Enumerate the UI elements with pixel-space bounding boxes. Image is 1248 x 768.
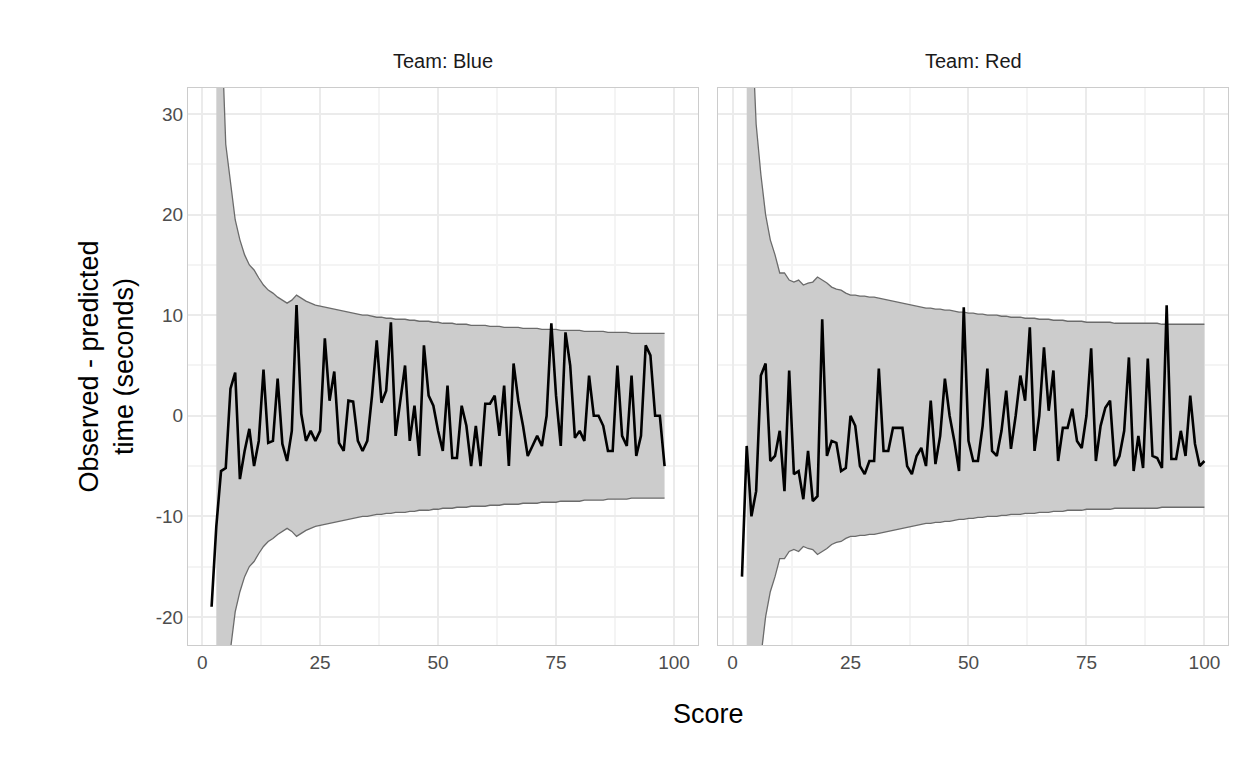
svg-text:75: 75	[1076, 652, 1097, 673]
svg-text:-10: -10	[156, 506, 183, 527]
svg-text:100: 100	[1189, 652, 1221, 673]
svg-text:30: 30	[162, 104, 183, 125]
svg-text:Team: Blue: Team: Blue	[393, 50, 493, 72]
svg-text:Team: Red: Team: Red	[925, 50, 1022, 72]
svg-text:Observed - predictedtime (seco: Observed - predictedtime (seconds)	[74, 240, 139, 492]
svg-text:-20: -20	[156, 607, 183, 628]
svg-text:0: 0	[727, 652, 738, 673]
svg-text:20: 20	[162, 204, 183, 225]
svg-text:25: 25	[310, 652, 331, 673]
svg-text:0: 0	[197, 652, 208, 673]
svg-text:0: 0	[173, 405, 184, 426]
svg-text:50: 50	[958, 652, 979, 673]
svg-text:50: 50	[428, 652, 449, 673]
svg-text:10: 10	[162, 305, 183, 326]
svg-text:100: 100	[658, 652, 690, 673]
svg-text:25: 25	[840, 652, 861, 673]
svg-text:75: 75	[545, 652, 566, 673]
svg-text:Score: Score	[673, 699, 744, 729]
